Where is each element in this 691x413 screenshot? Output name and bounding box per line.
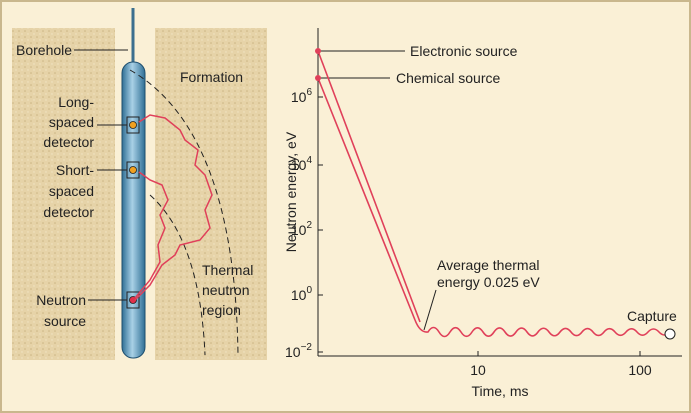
label-line: Long- [58, 94, 94, 110]
short-detector-dot [129, 166, 137, 174]
x-label: Time, ms [471, 383, 528, 399]
y-tick-label: 106 [291, 87, 313, 105]
label-line: Average thermal [437, 257, 539, 273]
label-line: source [44, 313, 86, 329]
y-tick-label: 104 [291, 155, 313, 173]
label-line: neutron [202, 282, 249, 298]
label-line: energy 0.025 eV [437, 274, 540, 290]
long-detector-dot [129, 121, 137, 129]
source-dot [129, 296, 137, 304]
y-tick-label: 102 [291, 220, 313, 238]
chemical-label: Chemical source [396, 70, 500, 86]
label-line: detector [43, 134, 94, 150]
outer-region [129, 69, 239, 356]
thermal-curve [414, 319, 671, 338]
y-tick-label: 100 [291, 285, 313, 303]
formation-left [12, 28, 115, 360]
label-line: detector [43, 204, 94, 220]
x-tick-label: 100 [628, 362, 652, 378]
inner-region [149, 194, 206, 356]
capture-marker [664, 328, 676, 340]
y-tick-label: 10−2 [285, 342, 312, 360]
neutron-path-long [134, 114, 213, 301]
borehole-label: Borehole [16, 42, 72, 58]
label-line: spaced [49, 114, 94, 130]
leader [423, 289, 437, 331]
y-label: Neutron energy, eV [283, 131, 299, 252]
chemical-curve [317, 77, 416, 321]
label-line: Short- [56, 162, 94, 178]
label-line: Thermal [202, 262, 253, 278]
start-point [315, 75, 321, 81]
capture-label: Capture [627, 308, 677, 324]
label-line: spaced [49, 183, 94, 199]
neutron-path-short [134, 171, 169, 299]
start-point [315, 48, 321, 54]
formation-label: Formation [180, 69, 243, 85]
electronic-curve [317, 50, 421, 323]
label-line: Neutron [36, 292, 86, 308]
tool [121, 61, 146, 359]
x-tick-label: 10 [470, 362, 486, 378]
electronic-label: Electronic source [410, 43, 518, 59]
label-line: region [202, 302, 241, 318]
